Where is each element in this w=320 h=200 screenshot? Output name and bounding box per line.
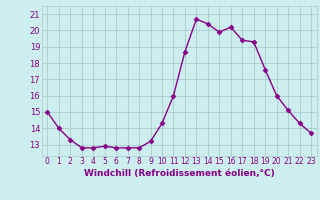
X-axis label: Windchill (Refroidissement éolien,°C): Windchill (Refroidissement éolien,°C) <box>84 169 275 178</box>
